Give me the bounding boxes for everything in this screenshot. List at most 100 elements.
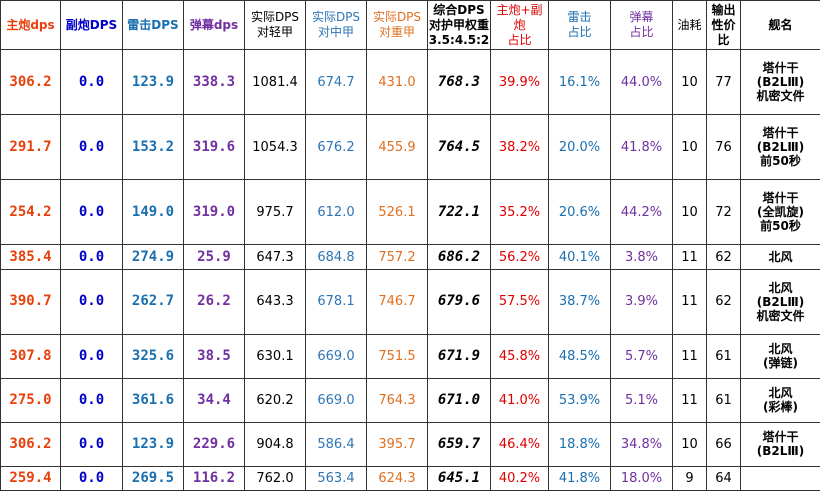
cell: 904.8 [244,421,306,467]
cell: 44.0% [610,48,673,116]
cell: 57.5% [490,268,549,335]
cell: 269.5 [122,465,184,491]
header-cell: 实际DPS 对中甲 [305,0,367,50]
cell: 11 [672,333,707,379]
header-cell: 油耗 [672,0,707,50]
cell: 66 [706,421,741,467]
cell: 3.8% [610,244,673,270]
cell: 620.2 [244,377,306,423]
cell: 39.9% [490,48,549,116]
cell: 72 [706,179,741,246]
cell: 764.3 [366,377,428,423]
cell: 34.4 [183,377,245,423]
header-cell: 输出 性价 比 [706,0,741,50]
header-cell: 弹幕dps [183,0,245,50]
cell: 45.8% [490,333,549,379]
cell: 149.0 [122,179,184,246]
header-cell: 雷击DPS [122,0,184,50]
cell: 647.3 [244,244,306,270]
cell: 123.9 [122,48,184,116]
cell: 11 [672,377,707,423]
header-cell: 舰名 [740,0,820,50]
cell: 679.6 [427,268,491,335]
cell: 塔什干 (全凯旋) 前50秒 [740,179,820,246]
cell: 319.6 [183,114,245,181]
cell: 684.8 [305,244,367,270]
cell: 18.0% [610,465,673,491]
cell: 757.2 [366,244,428,270]
cell: 9 [672,465,707,491]
cell [740,465,820,491]
cell: 338.3 [183,48,245,116]
cell: 40.1% [548,244,611,270]
cell: 62 [706,268,741,335]
cell: 563.4 [305,465,367,491]
data-row: 259.4 0.0 269.5 116.2 762.0 563.4 624.3 645.1 40… [0,465,820,491]
cell: 526.1 [366,179,428,246]
cell: 274.9 [122,244,184,270]
cell: 44.2% [610,179,673,246]
cell: 5.1% [610,377,673,423]
cell: 塔什干 (B2LⅢ) 机密文件 [740,48,820,116]
header-cell: 实际DPS 对轻甲 [244,0,306,50]
cell: 275.0 [0,377,61,423]
header-cell: 副炮DPS [60,0,123,50]
header-cell: 主炮dps [0,0,61,50]
cell: 431.0 [366,48,428,116]
cell: 61 [706,333,741,379]
cell: 35.2% [490,179,549,246]
cell: 762.0 [244,465,306,491]
cell: 669.0 [305,377,367,423]
cell: 1081.4 [244,48,306,116]
cell: 671.9 [427,333,491,379]
cell: 塔什干 (B2LⅢ) [740,421,820,467]
cell: 38.7% [548,268,611,335]
cell: 1054.3 [244,114,306,181]
cell: 77 [706,48,741,116]
cell: 0.0 [60,48,123,116]
data-row: 390.7 0.0 262.7 26.2 643.3 678.1 746.7 679.6 57.… [0,268,820,335]
cell: 325.6 [122,333,184,379]
cell: 455.9 [366,114,428,181]
cell: 11 [672,268,707,335]
cell: 25.9 [183,244,245,270]
cell: 5.7% [610,333,673,379]
data-row: 385.4 0.0 274.9 25.9 647.3 684.8 757.2 686.2 56.… [0,244,820,270]
cell: 64 [706,465,741,491]
cell: 北风 (弹链) [740,333,820,379]
data-row: 306.2 0.0 123.9 229.6 904.8 586.4 395.7 659.7 46… [0,421,820,467]
cell: 46.4% [490,421,549,467]
cell: 671.0 [427,377,491,423]
cell: 751.5 [366,333,428,379]
cell: 10 [672,114,707,181]
cell: 41.8% [610,114,673,181]
cell: 3.9% [610,268,673,335]
cell: 645.1 [427,465,491,491]
cell: 669.0 [305,333,367,379]
cell: 319.0 [183,179,245,246]
cell: 306.2 [0,421,61,467]
cell: 34.8% [610,421,673,467]
cell: 674.7 [305,48,367,116]
cell: 41.0% [490,377,549,423]
cell: 北风 [740,244,820,270]
data-row: 307.8 0.0 325.6 38.5 630.1 669.0 751.5 671.9 45.… [0,333,820,379]
cell: 659.7 [427,421,491,467]
cell: 385.4 [0,244,61,270]
cell: 40.2% [490,465,549,491]
cell: 11 [672,244,707,270]
cell: 153.2 [122,114,184,181]
cell: 61 [706,377,741,423]
cell: 624.3 [366,465,428,491]
cell: 291.7 [0,114,61,181]
cell: 10 [672,179,707,246]
cell: 0.0 [60,179,123,246]
cell: 北风 (B2LⅢ) 机密文件 [740,268,820,335]
cell: 395.7 [366,421,428,467]
cell: 16.1% [548,48,611,116]
data-row: 254.2 0.0 149.0 319.0 975.7 612.0 526.1 722.1 35… [0,179,820,246]
cell: 306.2 [0,48,61,116]
cell: 塔什干 (B2LⅢ) 前50秒 [740,114,820,181]
